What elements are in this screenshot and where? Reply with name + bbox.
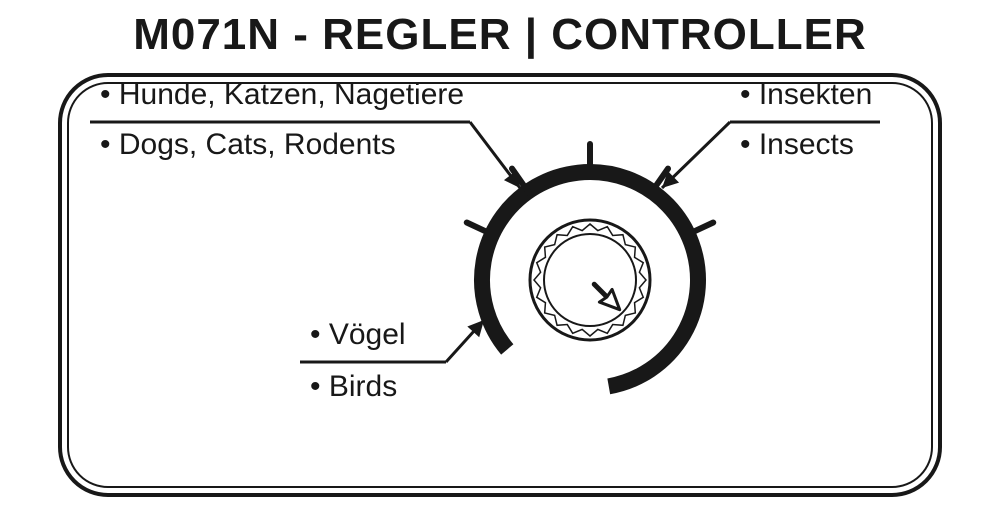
label-birds-de: Vögel	[310, 320, 406, 350]
label-dogs-cats-rodents-de: Hunde, Katzen, Nagetiere	[100, 80, 464, 110]
label-insects-en: Insects	[740, 130, 854, 160]
label-birds-en: Birds	[310, 372, 397, 402]
label-dogs-cats-rodents-en: Dogs, Cats, Rodents	[100, 130, 396, 160]
label-insects-de: Insekten	[740, 80, 872, 110]
